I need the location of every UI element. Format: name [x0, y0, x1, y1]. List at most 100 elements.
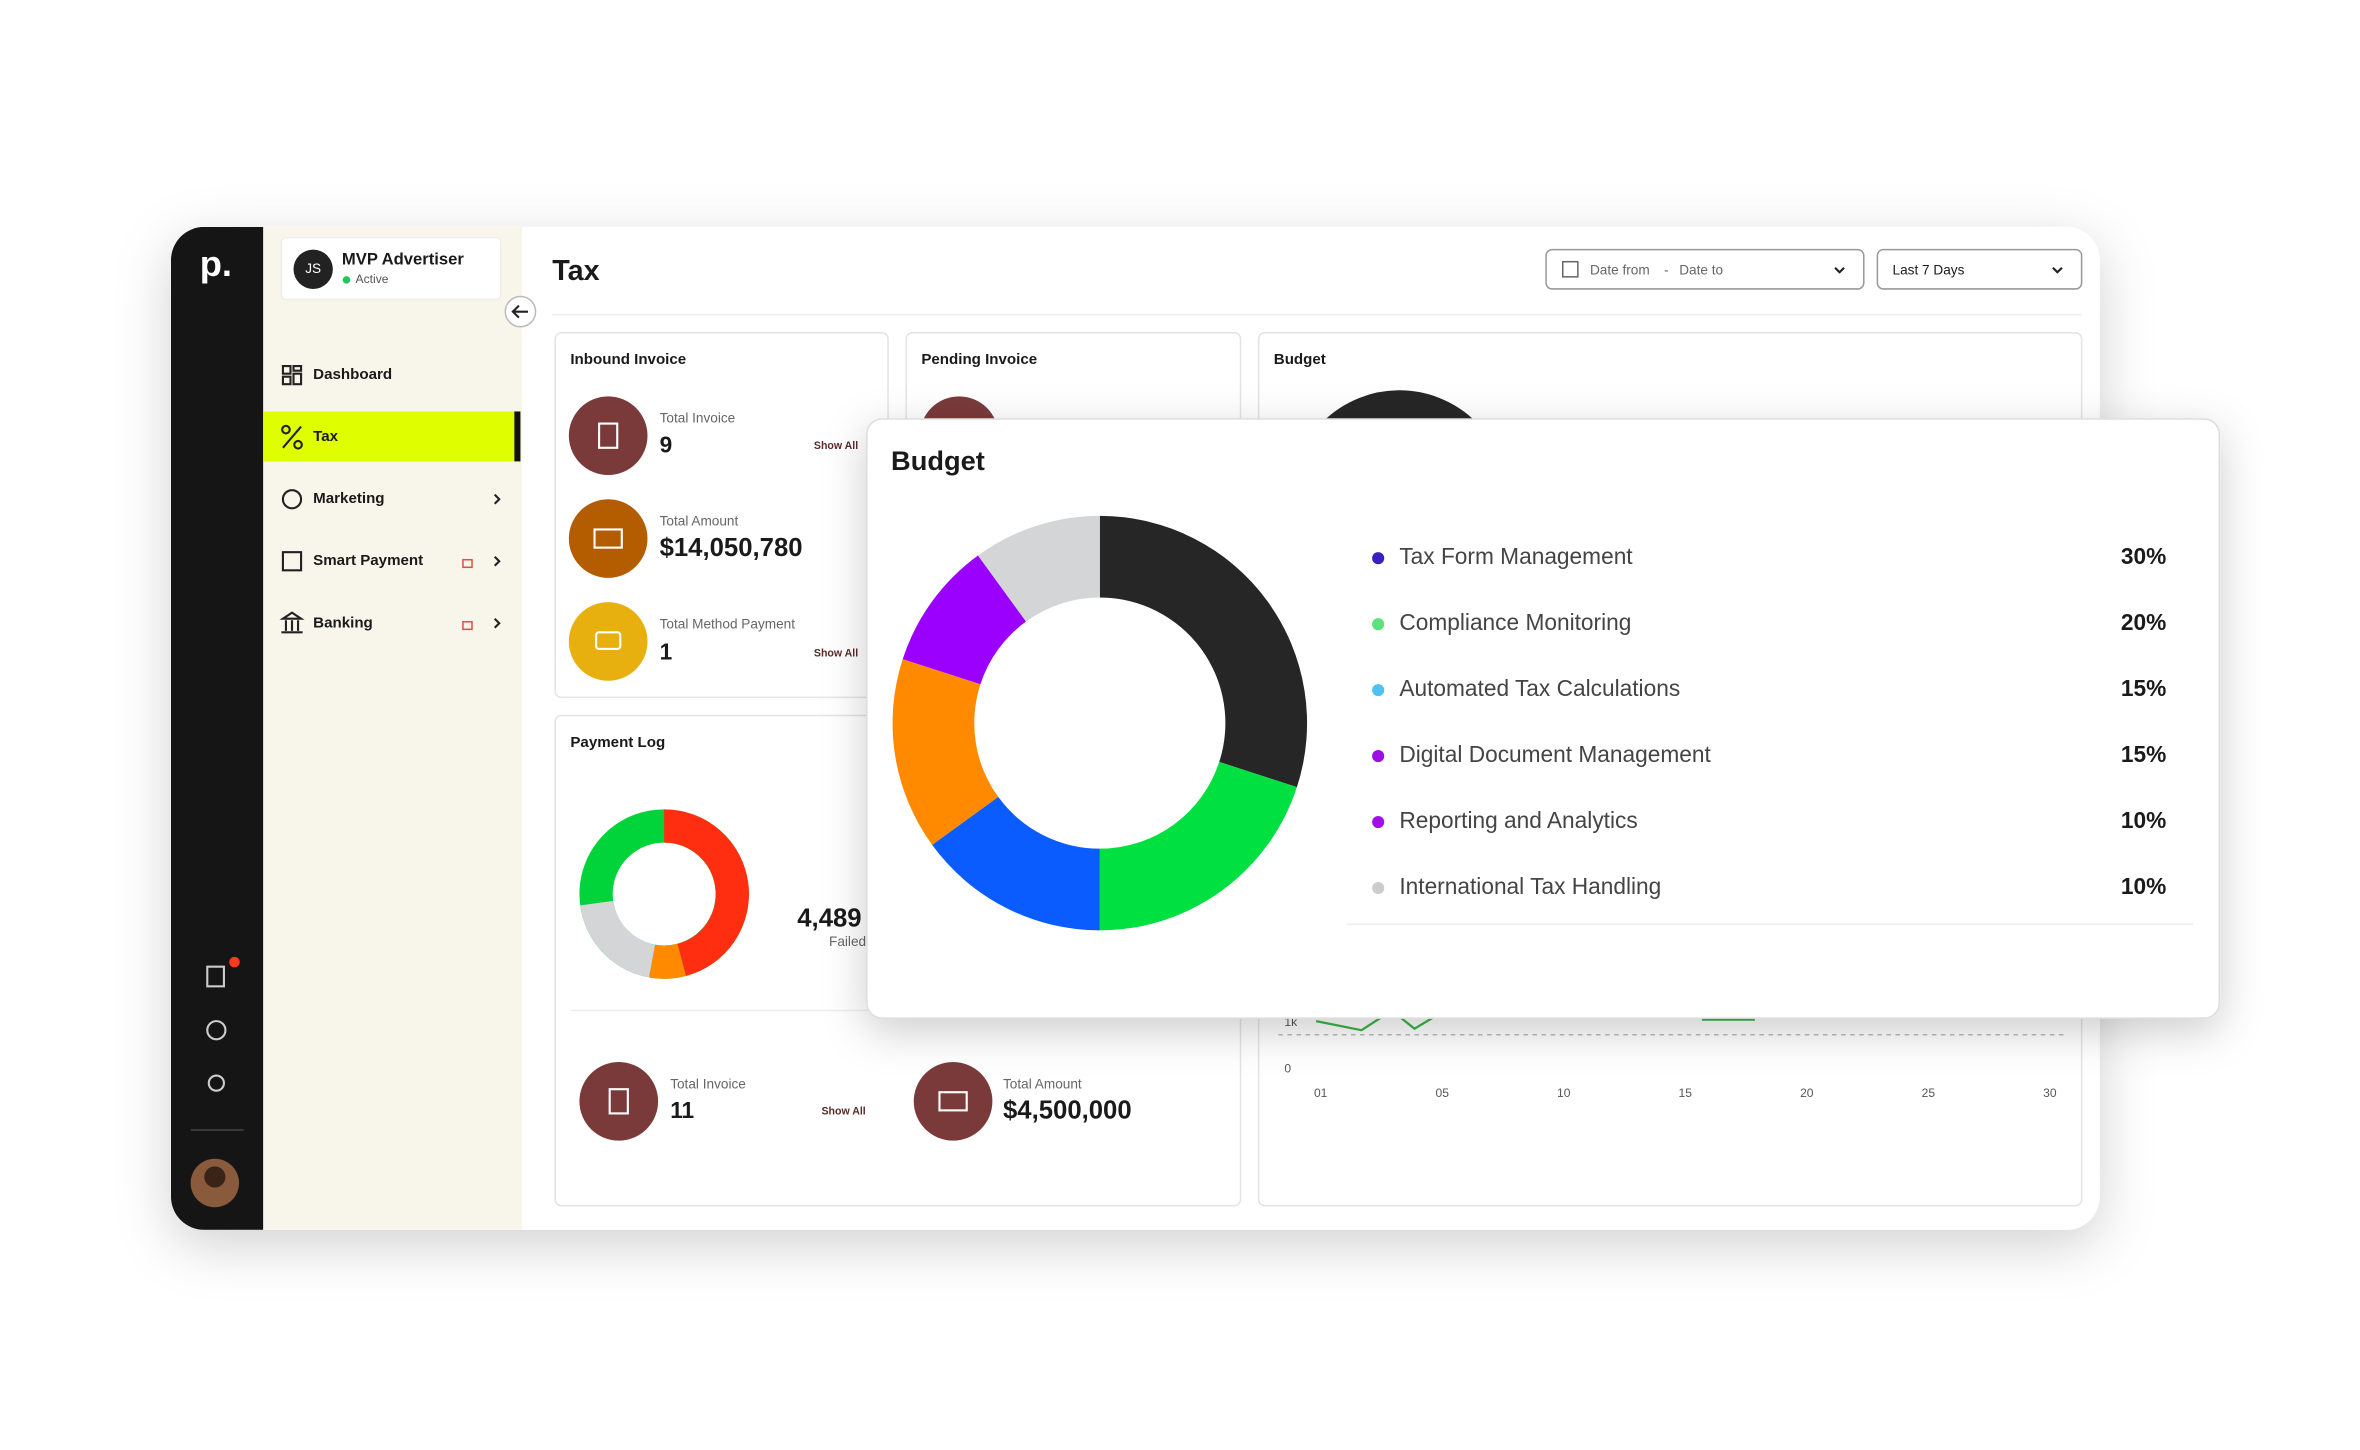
nav-marketing[interactable]: Marketing	[281, 489, 501, 510]
cash-glyph	[593, 528, 623, 549]
stat-label: Total Amount	[660, 514, 739, 529]
dropdown-chevron	[1834, 267, 1845, 274]
nav-label: Banking	[313, 614, 373, 631]
legend-dot	[1372, 815, 1385, 829]
value-label: 15%	[2121, 741, 2166, 767]
icon-rail	[170, 226, 264, 1230]
legend-dot	[1372, 552, 1385, 565]
range-value: Last 7 Days	[1893, 262, 1965, 277]
chevron	[493, 617, 501, 629]
collapse-arrow	[511, 304, 528, 319]
donut-segment	[1099, 761, 1297, 931]
user-card[interactable]	[280, 236, 502, 301]
invoice-glyph	[608, 1088, 629, 1115]
payment-donut-segment	[649, 943, 686, 979]
stat-icon	[568, 396, 648, 476]
nav-banking[interactable]: Banking	[279, 611, 501, 634]
nav-label: Tax	[313, 428, 339, 445]
legend-label: International Tax Handling	[1399, 873, 1661, 899]
nav-icon	[281, 424, 291, 435]
cash-glyph	[938, 1091, 968, 1112]
stat-value: 11	[670, 1097, 694, 1123]
nav-icon	[279, 611, 305, 634]
legend-dot	[1372, 881, 1385, 895]
lock-icon	[462, 558, 473, 569]
legend-label: Tax Form Management	[1399, 543, 1633, 569]
legend-label: Automated Tax Calculations	[1399, 675, 1680, 701]
budget-card: Budget Tax Form Management 30% Compliance …	[866, 418, 2221, 1019]
card-glyph	[595, 631, 622, 651]
user-name: MVP Advertiser	[342, 250, 464, 269]
stat-icon	[913, 1061, 993, 1141]
donut-segment	[978, 515, 1100, 622]
stat-label: Total Method Payment	[660, 616, 796, 631]
stat-label: Total Invoice	[660, 411, 736, 426]
lock-icon	[462, 620, 473, 631]
show-all[interactable]: Show All	[814, 440, 858, 452]
nav-dashboard[interactable]: Dashboard	[281, 365, 392, 386]
stat-label: Total Amount	[1003, 1076, 1082, 1091]
show-all[interactable]: Show All	[814, 647, 858, 659]
status-dot	[342, 276, 351, 284]
range-select[interactable]	[1876, 248, 2083, 290]
date-range-picker[interactable]	[1545, 248, 1865, 290]
user-avatar	[293, 249, 333, 289]
value-label: 20%	[2121, 609, 2166, 635]
side-panel	[263, 226, 522, 1230]
tasks-icon[interactable]	[206, 965, 225, 988]
legend-dot	[1372, 750, 1385, 763]
notification-dot	[229, 956, 240, 968]
nav-icon	[281, 365, 303, 386]
stat-value: 1	[660, 639, 673, 665]
user-status: Active	[356, 272, 389, 286]
chevron	[493, 493, 501, 505]
nav-label: Smart Payment	[313, 552, 423, 569]
panel-y-tick: 0	[1284, 1062, 1291, 1076]
profile-avatar-face	[204, 1166, 226, 1188]
settings-icon[interactable]	[206, 1020, 227, 1041]
card-title: Payment Log	[570, 734, 665, 751]
value-label: 10%	[2121, 807, 2166, 833]
chevron	[493, 555, 501, 567]
stat-icon	[568, 499, 648, 578]
legend-dot	[1372, 618, 1385, 631]
donut-segment	[932, 796, 1100, 931]
invoice-glyph	[598, 422, 619, 449]
payment-donut	[579, 809, 749, 979]
panel-x-tick: 25	[1922, 1086, 1936, 1100]
nav-icon	[293, 439, 303, 450]
nav-active-bg	[263, 411, 521, 462]
date-from: Date from	[1590, 262, 1650, 277]
value-label: 15%	[2121, 675, 2166, 701]
stat-value: 9	[660, 431, 673, 457]
date-to: Date to	[1679, 262, 1723, 277]
nav-tax[interactable]: Tax	[281, 424, 339, 450]
panel-x-tick: 30	[2043, 1086, 2057, 1100]
donut-segment	[1099, 515, 1308, 788]
card-title: Inbound Invoice	[570, 351, 686, 368]
nav-icon	[282, 425, 302, 449]
payment-donut-segment	[663, 809, 749, 976]
stat-value: $14,050,780	[660, 534, 803, 562]
panel-x-tick: 20	[1800, 1086, 1814, 1100]
nav-label: Marketing	[313, 490, 384, 507]
stat-icon	[579, 1061, 659, 1141]
nav-icon	[281, 551, 303, 572]
stat-label: Total Invoice	[670, 1076, 746, 1091]
date-separator: -	[1664, 262, 1669, 277]
panel-x-tick: 05	[1435, 1086, 1449, 1100]
ideas-icon[interactable]	[207, 1074, 225, 1092]
legend-label: Digital Document Management	[1399, 741, 1711, 767]
nav-label: Dashboard	[313, 366, 392, 383]
donut-segment	[902, 555, 1027, 685]
donut-segment	[892, 659, 999, 845]
budget-card-bg	[866, 418, 2221, 1019]
nav-smart-payment[interactable]: Smart Payment	[281, 551, 501, 572]
value-label: 30%	[2121, 543, 2166, 569]
panel-x-tick: 01	[1314, 1086, 1328, 1100]
show-all[interactable]: Show All	[821, 1106, 865, 1118]
stat-icon	[568, 602, 648, 681]
panel-x-tick: 10	[1557, 1086, 1571, 1100]
stat-label: Failed	[829, 934, 866, 949]
nav-icon	[281, 489, 303, 510]
